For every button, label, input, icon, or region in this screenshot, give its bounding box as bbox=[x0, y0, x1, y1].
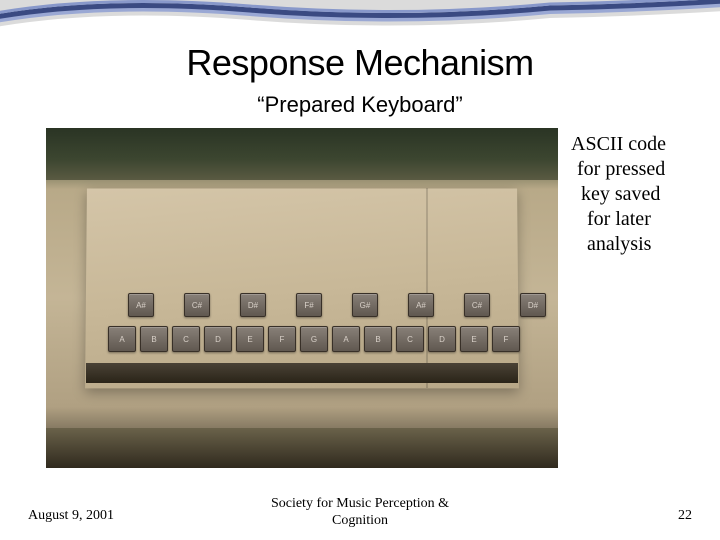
footer-page-number: 22 bbox=[678, 508, 692, 524]
slide-subtitle: “Prepared Keyboard” bbox=[0, 92, 720, 118]
piano-key-natural: D bbox=[204, 326, 232, 352]
side-text-line: ASCII code bbox=[571, 132, 701, 157]
piano-key-sharp: F# bbox=[296, 293, 322, 317]
sharp-keys-row: A#C#D#F#G#A#C#D# bbox=[108, 293, 498, 321]
side-text-line: analysis bbox=[571, 232, 701, 257]
side-text-line: for later bbox=[571, 207, 701, 232]
piano-key-natural: C bbox=[172, 326, 200, 352]
side-text-line: for pressed bbox=[571, 157, 701, 182]
piano-key-sharp: C# bbox=[184, 293, 210, 317]
piano-key-natural: G bbox=[300, 326, 328, 352]
slide-title: Response Mechanism bbox=[0, 42, 720, 84]
piano-key-natural: E bbox=[236, 326, 264, 352]
piano-key-natural: C bbox=[396, 326, 424, 352]
piano-key-sharp: G# bbox=[352, 293, 378, 317]
natural-keys-row: ABCDEFGABCDEF bbox=[108, 326, 498, 354]
piano-key-natural: A bbox=[332, 326, 360, 352]
piano-key-sharp: C# bbox=[464, 293, 490, 317]
piano-key-natural: F bbox=[268, 326, 296, 352]
piano-key-sharp: D# bbox=[240, 293, 266, 317]
piano-key-natural: E bbox=[460, 326, 488, 352]
keyboard-photo: A#C#D#F#G#A#C#D# ABCDEFGABCDEF bbox=[46, 128, 558, 468]
side-text-line: key saved bbox=[571, 182, 701, 207]
piano-key-sharp: D# bbox=[520, 293, 546, 317]
side-annotation: ASCII code for pressed key saved for lat… bbox=[571, 132, 701, 257]
piano-key-natural: A bbox=[108, 326, 136, 352]
piano-key-sharp: A# bbox=[128, 293, 154, 317]
piano-key-natural: F bbox=[492, 326, 520, 352]
piano-key-natural: B bbox=[364, 326, 392, 352]
piano-key-sharp: A# bbox=[408, 293, 434, 317]
piano-key-natural: D bbox=[428, 326, 456, 352]
footer-organization: Society for Music Perception & Cognition bbox=[0, 496, 720, 530]
piano-key-natural: B bbox=[140, 326, 168, 352]
